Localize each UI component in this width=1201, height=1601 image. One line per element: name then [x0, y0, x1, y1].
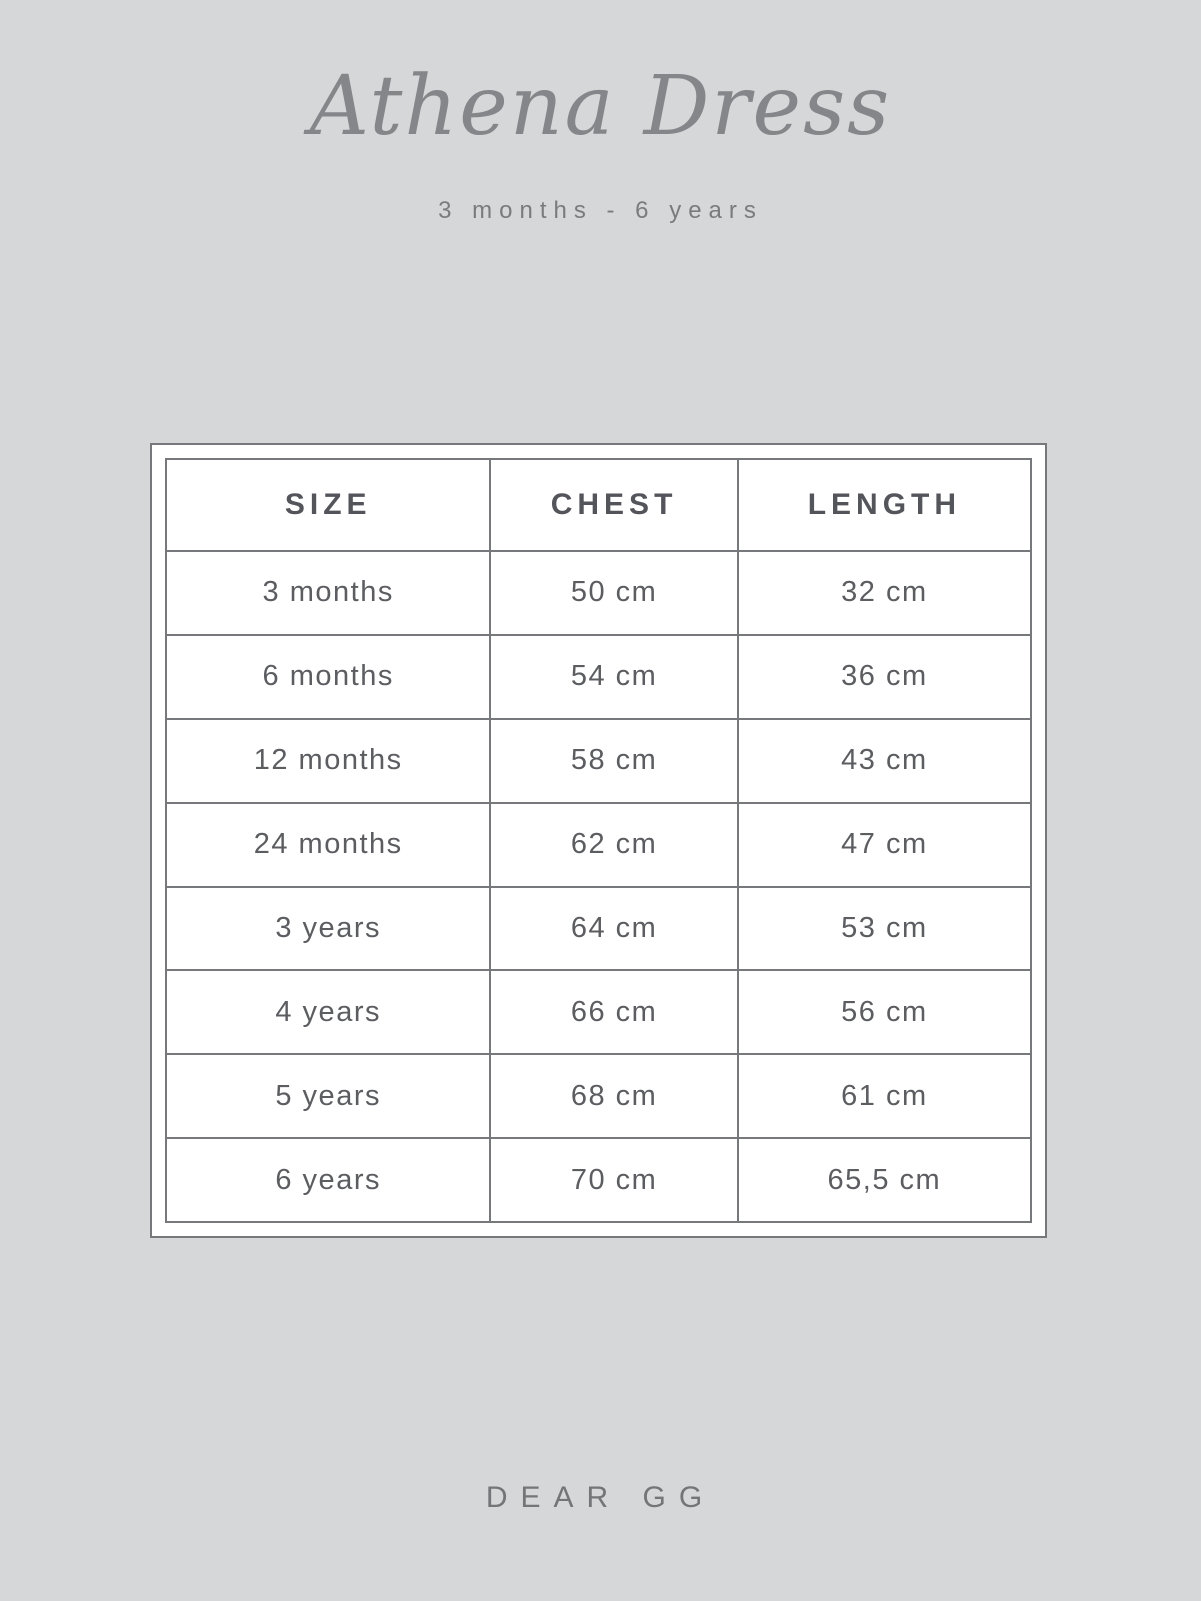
size-cell: 24 months [164, 801, 492, 888]
brand-wordmark: DEAR GG [485, 1481, 716, 1514]
column-header-length: LENGTH [736, 458, 1033, 552]
length-cell: 36 cm [736, 633, 1033, 720]
header-row: SIZE CHEST LENGTH [164, 458, 1033, 552]
chest-cell: 64 cm [489, 885, 739, 972]
length-cell: 61 cm [736, 1053, 1033, 1140]
age-range-subtitle: 3 months - 6 years [438, 197, 763, 224]
chest-cell: 50 cm [489, 550, 739, 636]
size-cell: 12 months [164, 717, 492, 804]
size-table-body: 3 months 50 cm 32 cm 6 months 54 cm 36 cm 12 m… [164, 550, 1033, 1223]
page-title: Athena Dress [309, 59, 892, 154]
table-row: 3 years 64 cm 53 cm [164, 885, 1033, 972]
length-cell: 53 cm [736, 885, 1033, 972]
length-cell: 56 cm [736, 969, 1033, 1056]
table-row: 4 years 66 cm 56 cm [164, 969, 1033, 1056]
chest-cell: 66 cm [489, 969, 739, 1056]
size-cell: 6 years [164, 1137, 492, 1223]
size-chart-panel: SIZE CHEST LENGTH 3 months 50 cm 32 cm 6 mo… [150, 443, 1047, 1238]
table-row: 3 months 50 cm 32 cm [164, 550, 1033, 636]
table-row: 12 months 58 cm 43 cm [164, 717, 1033, 804]
size-cell: 4 years [164, 969, 492, 1056]
size-cell: 5 years [164, 1053, 492, 1140]
size-cell: 6 months [164, 633, 492, 720]
chest-cell: 68 cm [489, 1053, 739, 1140]
length-cell: 65,5 cm [736, 1137, 1033, 1223]
table-row: 24 months 62 cm 47 cm [164, 801, 1033, 888]
table-row: 6 months 54 cm 36 cm [164, 633, 1033, 720]
size-cell: 3 months [164, 550, 492, 636]
table-row: 6 years 70 cm 65,5 cm [164, 1137, 1033, 1223]
table-row: 5 years 68 cm 61 cm [164, 1053, 1033, 1140]
chest-cell: 54 cm [489, 633, 739, 720]
size-cell: 3 years [164, 885, 492, 972]
chest-cell: 58 cm [489, 717, 739, 804]
size-chart-table: SIZE CHEST LENGTH 3 months 50 cm 32 cm 6 mo… [164, 458, 1033, 1223]
chest-cell: 62 cm [489, 801, 739, 888]
column-header-chest: CHEST [489, 458, 739, 552]
length-cell: 32 cm [736, 550, 1033, 636]
length-cell: 47 cm [736, 801, 1033, 888]
column-header-size: SIZE [164, 458, 492, 552]
length-cell: 43 cm [736, 717, 1033, 804]
chest-cell: 70 cm [489, 1137, 739, 1223]
